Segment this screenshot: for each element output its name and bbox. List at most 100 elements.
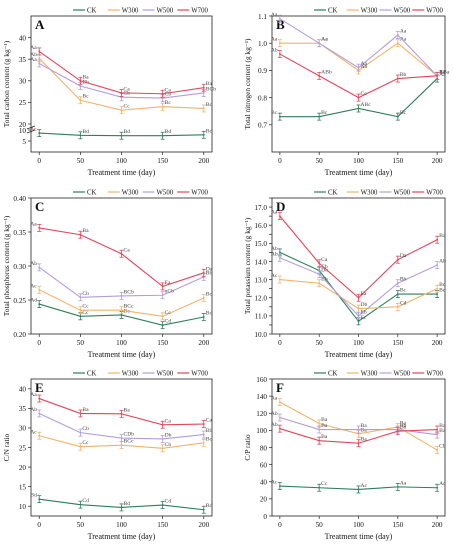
significance-label: Bc: [439, 288, 446, 294]
data-point: [202, 441, 205, 444]
data-point: [278, 256, 281, 259]
data-point: [396, 305, 399, 308]
data-point: [357, 307, 360, 310]
x-tick-label: 200: [432, 521, 443, 529]
y-tick-label: 40: [19, 34, 27, 42]
significance-label: Bc: [165, 100, 172, 106]
x-tick-label: 150: [392, 521, 403, 529]
significance-label: ABb: [321, 69, 332, 75]
significance-label: Ca: [321, 257, 328, 263]
data-point: [357, 320, 360, 323]
data-point: [357, 488, 360, 491]
data-point: [318, 422, 321, 425]
legend-label-w500: W500: [394, 8, 411, 15]
significance-label: Bc: [206, 291, 213, 297]
significance-label: Ab: [30, 407, 37, 413]
legend-label-ck: CK: [87, 371, 97, 378]
data-point: [436, 264, 439, 266]
y-tick-label: 30: [19, 425, 27, 433]
y-tick-label: 0.25: [13, 297, 26, 305]
significance-label: Bd: [124, 129, 131, 135]
significance-label: Ca: [206, 418, 213, 424]
significance-label: Bb: [400, 423, 407, 429]
y-tick-label: 40: [19, 386, 27, 394]
significance-label: Ba: [439, 423, 446, 429]
data-point: [120, 314, 123, 316]
y-tick-label: 30: [19, 78, 27, 86]
significance-label: Bb: [400, 72, 407, 78]
significance-label: Ac: [439, 481, 446, 487]
significance-label: Ea: [165, 280, 171, 286]
significance-label: Bd: [206, 503, 213, 509]
series-line-w700: [279, 215, 438, 299]
significance-label: Ba: [82, 228, 89, 234]
data-point: [38, 62, 41, 65]
y-tick-label: 16.0: [254, 222, 267, 230]
y-axis-label: Total phosphorus content (g kg⁻¹): [2, 215, 11, 316]
y-tick-label: 0.40: [13, 195, 26, 203]
significance-label: Aa: [321, 37, 328, 43]
data-point: [79, 79, 82, 82]
y-tick-label: 0.30: [13, 263, 26, 271]
x-axis-label: Treatment time (day): [325, 168, 393, 177]
significance-label: Db: [321, 268, 328, 274]
data-point: [278, 401, 281, 404]
significance-label: ABa: [439, 69, 450, 75]
y-tick-label: 40: [260, 479, 268, 487]
data-point: [161, 105, 164, 108]
data-point: [318, 282, 321, 285]
significance-label: Bc: [400, 288, 407, 294]
y-tick-label: 20: [19, 464, 27, 472]
y-tick-label: 140: [256, 393, 267, 401]
data-point: [120, 252, 123, 255]
data-point: [396, 485, 399, 488]
data-point: [38, 57, 41, 60]
significance-label: Eb: [361, 309, 367, 315]
series-line-w300: [38, 57, 204, 111]
data-point: [278, 115, 281, 118]
data-point: [161, 315, 164, 318]
significance-label: Ac: [361, 483, 368, 489]
data-point: [396, 34, 399, 36]
significance-label: Ba: [206, 81, 213, 87]
significance-label: Db: [361, 302, 368, 308]
x-tick-label: 150: [392, 157, 403, 165]
significance-label: Cc: [165, 310, 172, 316]
data-point: [79, 134, 82, 137]
significance-label: Cb: [82, 291, 89, 297]
significance-label: Aa: [30, 221, 37, 227]
data-point: [278, 42, 281, 45]
data-point: [396, 115, 399, 118]
significance-label: Ab: [361, 64, 368, 70]
data-point: [278, 427, 281, 430]
y-tick-label: 10: [19, 127, 27, 135]
y-tick-label: 5: [22, 138, 26, 146]
x-axis-label: Treatment time (day): [88, 350, 156, 359]
data-point: [278, 215, 281, 218]
x-tick-label: 100: [116, 157, 127, 165]
significance-label: Ba: [321, 434, 328, 440]
legend-label-ck: CK: [87, 190, 97, 197]
plot-frame: [271, 15, 446, 153]
data-point: [436, 486, 439, 489]
legend-label-w300: W300: [361, 371, 378, 378]
data-point: [161, 437, 164, 440]
data-point: [396, 42, 399, 45]
x-tick-label: 100: [116, 521, 127, 529]
series-line-w700: [279, 53, 438, 99]
data-point: [318, 428, 321, 431]
data-point: [79, 309, 82, 312]
y-axis-label: C/P ratio: [243, 434, 252, 461]
data-point: [396, 258, 399, 261]
chart-panel-c: 0.20 0.25 0.30 0.35 0.40 0 50 100 150 200 Treatmen…: [2, 190, 213, 359]
significance-label: Cb: [165, 92, 172, 98]
chart-panel-b: 0.7 0.8 0.9 1.0 1.1 0 50 100 150 200 Treatment tim…: [243, 8, 450, 177]
panel-letter-b: B: [276, 17, 285, 32]
y-tick-label: 15: [19, 483, 27, 491]
data-point: [79, 503, 82, 506]
data-point: [202, 297, 205, 299]
data-point: [161, 285, 164, 288]
y-axis-label: Total carbon content (g kg⁻¹): [2, 40, 11, 127]
legend-label-w700: W700: [426, 371, 443, 378]
